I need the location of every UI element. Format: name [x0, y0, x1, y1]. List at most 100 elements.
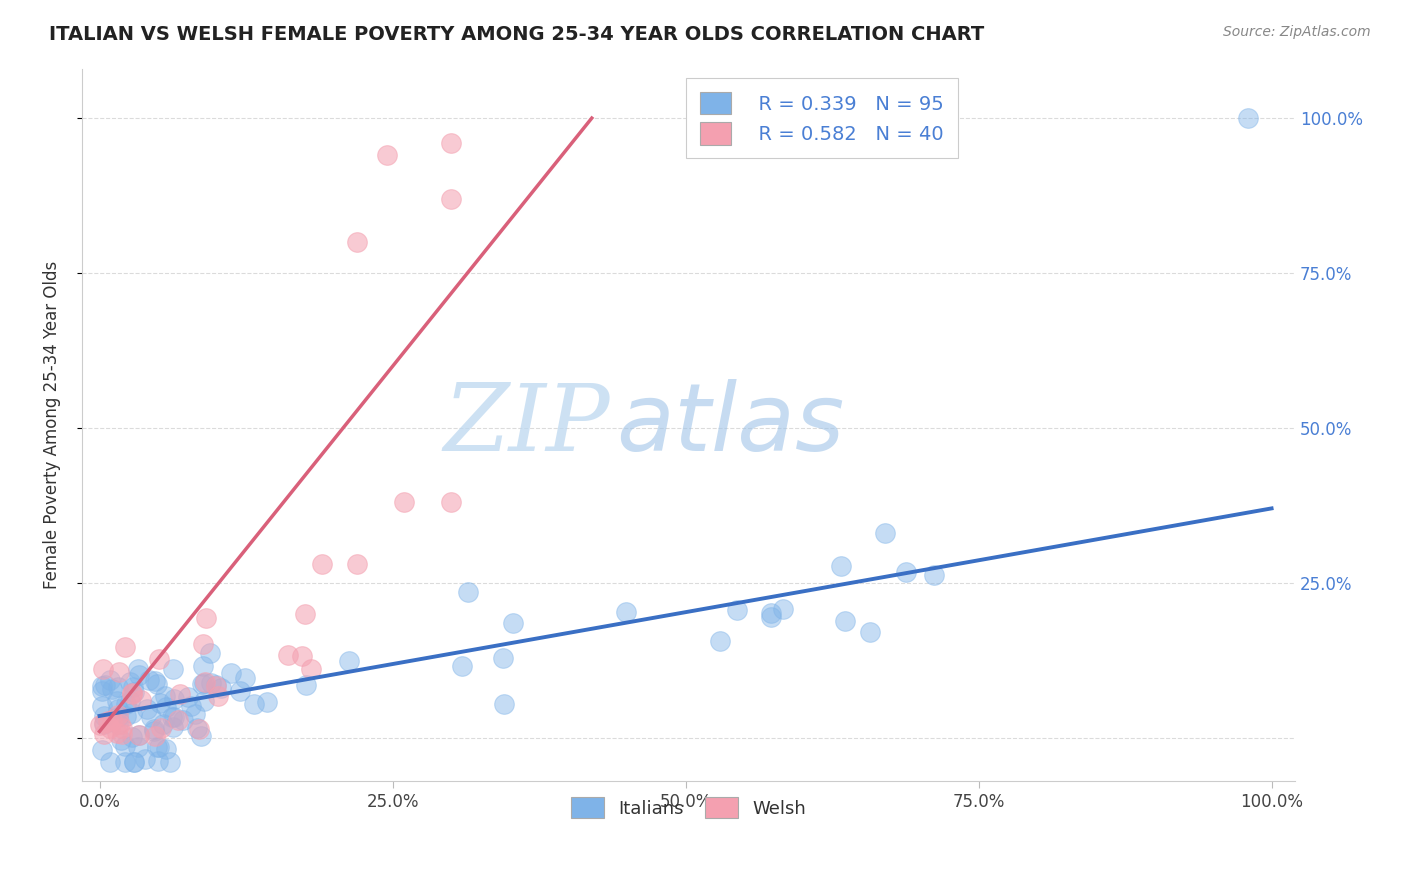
Point	[709, 633, 731, 648]
Point	[256, 695, 278, 709]
Point	[193, 636, 215, 650]
Point	[346, 557, 368, 571]
Point	[107, 716, 129, 731]
Point	[155, 741, 177, 756]
Point	[108, 665, 131, 680]
Point	[394, 495, 416, 509]
Point	[121, 686, 143, 700]
Point	[299, 662, 322, 676]
Point	[180, 699, 202, 714]
Point	[101, 681, 124, 696]
Legend: Italians, Welsh: Italians, Welsh	[564, 790, 813, 825]
Point	[114, 756, 136, 770]
Point	[122, 684, 145, 698]
Point	[205, 679, 228, 693]
Point	[243, 697, 266, 711]
Point	[162, 719, 184, 733]
Point	[873, 526, 896, 541]
Point	[277, 648, 299, 662]
Point	[204, 678, 226, 692]
Point	[834, 615, 856, 629]
Point	[122, 756, 145, 770]
Point	[91, 679, 114, 693]
Point	[120, 694, 142, 708]
Point	[105, 725, 128, 739]
Point	[93, 716, 115, 731]
Point	[108, 716, 131, 731]
Point	[229, 684, 252, 698]
Point	[209, 681, 232, 696]
Point	[121, 706, 143, 720]
Point	[193, 675, 215, 690]
Point	[450, 659, 472, 673]
Point	[761, 610, 783, 624]
Point	[98, 673, 121, 687]
Point	[135, 702, 157, 716]
Point	[457, 584, 479, 599]
Point	[186, 722, 208, 736]
Point	[90, 684, 112, 698]
Point	[502, 616, 524, 631]
Point	[149, 722, 172, 736]
Point	[1237, 111, 1260, 125]
Point	[160, 709, 183, 723]
Text: ITALIAN VS WELSH FEMALE POVERTY AMONG 25-34 YEAR OLDS CORRELATION CHART: ITALIAN VS WELSH FEMALE POVERTY AMONG 25…	[49, 25, 984, 44]
Point	[233, 671, 256, 685]
Point	[128, 668, 150, 682]
Point	[614, 605, 637, 619]
Point	[97, 714, 120, 729]
Point	[91, 742, 114, 756]
Point	[375, 148, 398, 162]
Point	[124, 756, 146, 770]
Point	[111, 727, 134, 741]
Point	[922, 568, 945, 582]
Point	[193, 659, 215, 673]
Point	[169, 687, 191, 701]
Point	[94, 678, 117, 692]
Point	[143, 723, 166, 737]
Text: Source: ZipAtlas.com: Source: ZipAtlas.com	[1223, 25, 1371, 39]
Point	[172, 714, 194, 728]
Point	[110, 721, 132, 735]
Point	[98, 721, 121, 735]
Point	[107, 707, 129, 722]
Point	[138, 673, 160, 687]
Point	[143, 723, 166, 738]
Point	[291, 649, 314, 664]
Point	[183, 707, 205, 722]
Point	[114, 640, 136, 654]
Point	[128, 728, 150, 742]
Point	[107, 702, 129, 716]
Point	[191, 676, 214, 690]
Point	[105, 694, 128, 708]
Point	[128, 728, 150, 742]
Point	[118, 675, 141, 690]
Point	[162, 662, 184, 676]
Point	[219, 665, 242, 680]
Point	[761, 607, 783, 621]
Point	[440, 136, 463, 150]
Point	[346, 235, 368, 249]
Point	[93, 717, 115, 731]
Point	[155, 699, 177, 714]
Point	[149, 696, 172, 710]
Point	[143, 730, 166, 744]
Point	[177, 690, 200, 705]
Point	[121, 687, 143, 701]
Point	[858, 624, 880, 639]
Point	[148, 652, 170, 666]
Point	[294, 607, 316, 621]
Point	[195, 611, 218, 625]
Point	[492, 698, 515, 712]
Point	[93, 709, 115, 723]
Point	[830, 558, 852, 573]
Point	[134, 751, 156, 765]
Point	[114, 739, 136, 754]
Point	[163, 710, 186, 724]
Text: atlas: atlas	[616, 379, 844, 470]
Point	[146, 677, 169, 691]
Point	[337, 654, 360, 668]
Point	[139, 709, 162, 723]
Point	[166, 713, 188, 727]
Point	[162, 691, 184, 706]
